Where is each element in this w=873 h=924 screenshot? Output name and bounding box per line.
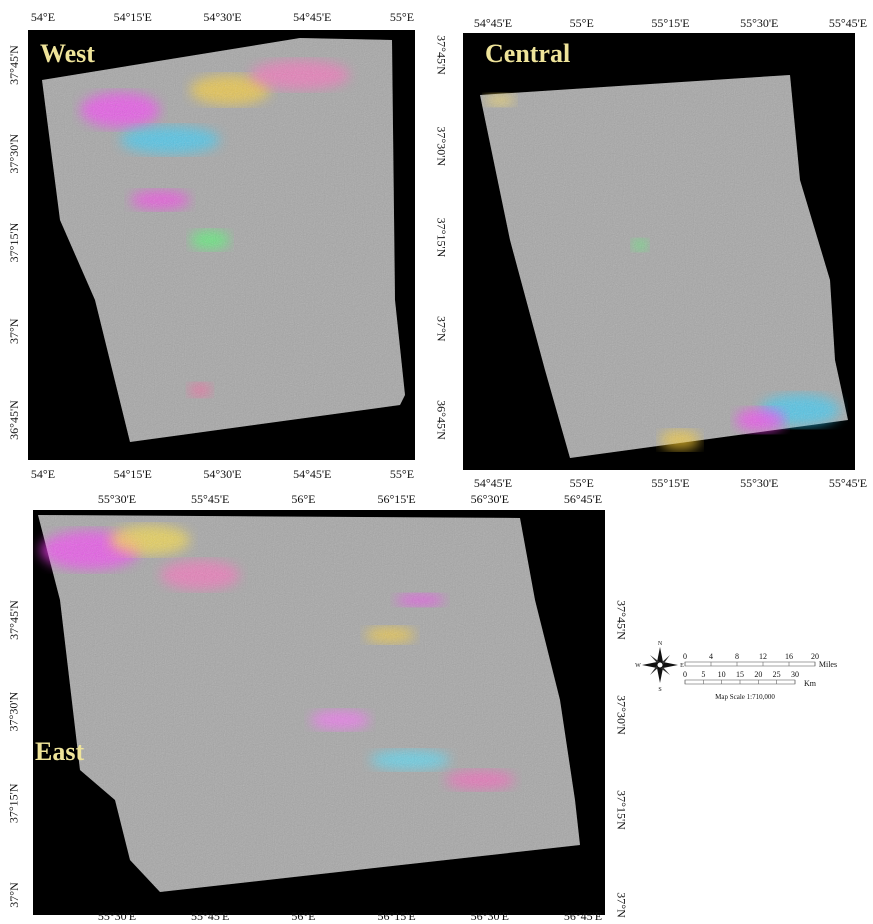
km-label: 15 xyxy=(736,670,744,679)
lat-label: 37°N xyxy=(7,318,21,344)
lon-label: 56°30'E xyxy=(471,492,509,506)
miles-unit: Miles xyxy=(819,660,837,669)
km-unit: Km xyxy=(804,679,817,688)
lat-label: 36°45'N xyxy=(7,400,21,440)
lon-label: 54°15'E xyxy=(114,467,152,481)
lon-label: 54°15'E xyxy=(114,10,152,24)
lon-label: 54°45'E xyxy=(474,476,512,490)
lat-label: 37°30'N xyxy=(7,692,21,732)
lon-label: 54°45'E xyxy=(293,467,331,481)
miles-bar xyxy=(684,661,816,667)
lon-label: 56°45'E xyxy=(564,909,602,923)
compass-center xyxy=(656,661,664,669)
lon-label: 56°30'E xyxy=(471,909,509,923)
lat-label: 37°N xyxy=(614,892,628,918)
km-label: 10 xyxy=(718,670,726,679)
lon-label: 55°E xyxy=(390,10,414,24)
lon-label: 55°45'E xyxy=(191,492,229,506)
lat-label: 37°N xyxy=(7,882,21,908)
miles-label: 4 xyxy=(709,652,713,661)
lon-label: 56°15'E xyxy=(377,909,415,923)
lat-label: 37°30'N xyxy=(7,134,21,174)
lon-label: 54°E xyxy=(31,10,55,24)
miles-label: 16 xyxy=(785,652,793,661)
scale-bar: Miles Km Map Scale 1:710,000 0 4 8 12 16 20 0 5… xyxy=(683,652,837,701)
lat-label: 37°30'N xyxy=(434,126,448,166)
lon-label: 55°E xyxy=(390,467,414,481)
km-label: 5 xyxy=(701,670,705,679)
lat-label: 37°30'N xyxy=(614,695,628,735)
panel-label: East xyxy=(35,737,84,766)
lat-label: 37°45'N xyxy=(614,600,628,640)
lon-label: 54°30'E xyxy=(203,10,241,24)
lon-label: 55°E xyxy=(570,16,594,30)
image-grain xyxy=(480,75,848,458)
lon-label: 55°15'E xyxy=(651,16,689,30)
lat-label: 37°15'N xyxy=(434,218,448,258)
compass-s: S xyxy=(658,687,661,693)
km-label: 30 xyxy=(791,670,799,679)
miles-label: 0 xyxy=(683,652,687,661)
km-label: 25 xyxy=(773,670,781,679)
lon-label: 55°30'E xyxy=(98,909,136,923)
lat-label: 37°45'N xyxy=(434,35,448,75)
image-grain xyxy=(38,515,580,892)
lon-label: 56°45'E xyxy=(564,492,602,506)
lon-label: 55°45'E xyxy=(829,16,867,30)
lat-label: 36°45'N xyxy=(434,400,448,440)
lon-label: 54°45'E xyxy=(293,10,331,24)
lat-label: 37°15'N xyxy=(7,222,21,262)
compass-rose: N S W E xyxy=(635,641,684,693)
lon-label: 55°30'E xyxy=(98,492,136,506)
image-grain xyxy=(42,38,405,442)
lon-label: 54°E xyxy=(31,467,55,481)
lon-label: 55°45'E xyxy=(829,476,867,490)
compass-w: W xyxy=(635,663,641,669)
map-layer xyxy=(28,30,855,915)
panel-label: Central xyxy=(485,39,570,68)
lon-label: 55°30'E xyxy=(740,16,778,30)
lon-label: 55°30'E xyxy=(740,476,778,490)
lon-label: 54°45'E xyxy=(474,16,512,30)
miles-label: 12 xyxy=(759,652,767,661)
lat-label: 37°45'N xyxy=(7,600,21,640)
compass-e: E xyxy=(680,663,684,669)
panel-label: West xyxy=(40,39,95,68)
lon-label: 56°E xyxy=(291,909,315,923)
lon-label: 55°15'E xyxy=(651,476,689,490)
lat-label: 37°15'N xyxy=(614,790,628,830)
compass-n: N xyxy=(658,641,663,647)
lon-label: 55°45'E xyxy=(191,909,229,923)
lat-label: 37°N xyxy=(434,316,448,342)
lat-label: 37°15'N xyxy=(7,783,21,823)
miles-label: 20 xyxy=(811,652,819,661)
lon-label: 56°15'E xyxy=(377,492,415,506)
lon-label: 55°E xyxy=(570,476,594,490)
scale-caption: Map Scale 1:710,000 xyxy=(715,693,775,701)
lon-label: 56°E xyxy=(291,492,315,506)
miles-label: 8 xyxy=(735,652,739,661)
label-layer: West 54°E 54°15'E 54°30'E 54°45'E 55°E 54°E 54°… xyxy=(7,10,867,923)
km-label: 0 xyxy=(683,670,687,679)
lat-label: 37°45'N xyxy=(7,45,21,85)
lon-label: 54°30'E xyxy=(203,467,241,481)
km-label: 20 xyxy=(754,670,762,679)
